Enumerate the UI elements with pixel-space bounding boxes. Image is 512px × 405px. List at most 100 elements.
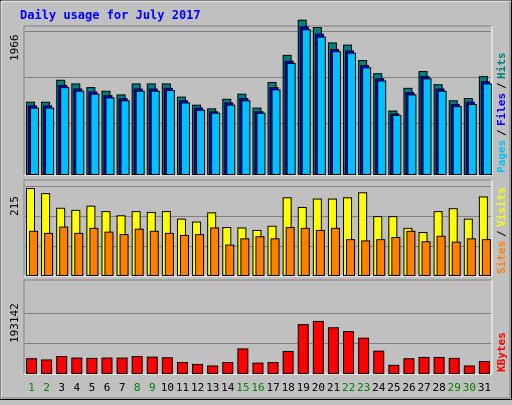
bar-sites <box>421 241 431 276</box>
day-label: 20 <box>312 381 325 394</box>
day-label: 16 <box>251 381 264 394</box>
bar-pages <box>226 104 236 175</box>
day-label: 19 <box>297 381 310 394</box>
legend-item: KBytes <box>495 332 508 372</box>
bar-sites <box>466 238 476 276</box>
bar-kbytes <box>267 361 279 375</box>
bar-pages <box>45 107 55 175</box>
bar-pages <box>211 112 221 175</box>
bar-pages <box>60 87 70 175</box>
bar-pages <box>75 90 85 175</box>
bar-pages <box>482 83 492 175</box>
day-label: 3 <box>58 381 65 394</box>
bar-kbytes <box>116 357 128 374</box>
bar-pages <box>165 90 175 175</box>
bar-kbytes <box>207 365 219 374</box>
day-label: 22 <box>342 381 355 394</box>
day-label: 11 <box>176 381 189 394</box>
bar-pages <box>105 97 115 175</box>
day-label: 28 <box>433 381 446 394</box>
bar-kbytes <box>463 365 475 374</box>
bar-kbytes <box>373 350 385 375</box>
bar-sites <box>346 239 356 277</box>
bar-sites <box>481 239 491 277</box>
chart-panels: 1966 Pages / Files / Hits 215 Sites / Visits 19314… <box>8 19 508 375</box>
bar-kbytes <box>192 363 204 374</box>
bar-pages <box>135 90 145 175</box>
day-label: 26 <box>402 381 415 394</box>
bar-kbytes <box>86 357 98 374</box>
day-label: 8 <box>134 381 141 394</box>
bar-sites <box>104 231 114 277</box>
bar-pages <box>452 106 462 175</box>
bar-sites <box>210 227 220 277</box>
bar-pages <box>467 103 477 175</box>
bar-sites <box>315 229 325 277</box>
bar-sites <box>285 227 295 276</box>
bar-sites <box>44 232 54 277</box>
bar-pages <box>422 78 432 175</box>
bar-pages <box>362 67 372 175</box>
bar-sites <box>406 230 416 276</box>
bar-sites <box>195 234 205 277</box>
day-label: 5 <box>89 381 96 394</box>
bar-kbytes <box>448 357 460 374</box>
bar-sites <box>149 230 159 276</box>
bar-kbytes <box>388 364 400 375</box>
bar-pages <box>90 93 100 175</box>
legend-item: Visits <box>495 187 508 227</box>
bar-kbytes <box>71 357 83 374</box>
bar-sites <box>300 227 310 276</box>
bar-sites <box>330 227 340 276</box>
bar-kbytes <box>252 362 264 374</box>
bar-sites <box>134 228 144 277</box>
bar-pages <box>30 107 39 175</box>
day-label: 2 <box>43 381 50 394</box>
bar-sites <box>436 235 446 276</box>
day-label: 7 <box>119 381 126 394</box>
bar-pages <box>150 90 160 175</box>
bar-pages <box>271 89 281 175</box>
bar-kbytes <box>101 357 113 374</box>
legend-item: Hits <box>495 53 508 80</box>
panel-visits: 215 Sites / Visits <box>8 179 508 277</box>
day-label: 25 <box>387 381 400 394</box>
bar-kbytes <box>41 359 53 375</box>
bar-pages <box>331 51 341 175</box>
legend-separator: / <box>495 230 508 237</box>
bar-kbytes <box>312 320 324 374</box>
bar-pages <box>120 100 130 175</box>
bar-kbytes <box>131 355 143 375</box>
legend-hits: Pages / Files / Hits <box>495 53 508 174</box>
bar-sites <box>164 232 174 277</box>
bar-sites <box>451 241 461 277</box>
bar-pages <box>196 109 206 175</box>
bar-kbytes <box>478 361 490 374</box>
bar-kbytes <box>433 356 445 374</box>
day-labels: 1 2 3 4 5 6 7 8 9 10 11 12 13 14 15 16 17 18 19 20 21 22 23 24 2… <box>28 381 491 394</box>
legend-visits: Sites / Visits <box>495 187 508 274</box>
bar-pages <box>241 100 251 175</box>
day-label: 9 <box>149 381 156 394</box>
bar-sites <box>179 234 189 276</box>
bar-kbytes <box>418 356 430 374</box>
bar-pages <box>286 62 296 176</box>
day-label: 18 <box>282 381 295 394</box>
bar-sites <box>89 227 99 276</box>
bar-sites <box>29 230 38 276</box>
day-label: 1 <box>28 381 35 394</box>
bar-kbytes <box>403 358 415 374</box>
panel-kbytes: 193142 KBytes <box>8 279 508 375</box>
bar-sites <box>255 236 265 276</box>
day-label: 24 <box>372 381 386 394</box>
panel-hits: 1966 Pages / Files / Hits <box>8 19 508 176</box>
bar-sites <box>74 232 84 277</box>
bar-pages <box>180 102 190 175</box>
legend-item: Pages <box>495 140 508 173</box>
bar-sites <box>391 237 401 276</box>
day-label: 10 <box>161 381 174 394</box>
day-label: 4 <box>74 381 81 394</box>
day-label: 12 <box>191 381 204 394</box>
day-label: 27 <box>417 381 430 394</box>
